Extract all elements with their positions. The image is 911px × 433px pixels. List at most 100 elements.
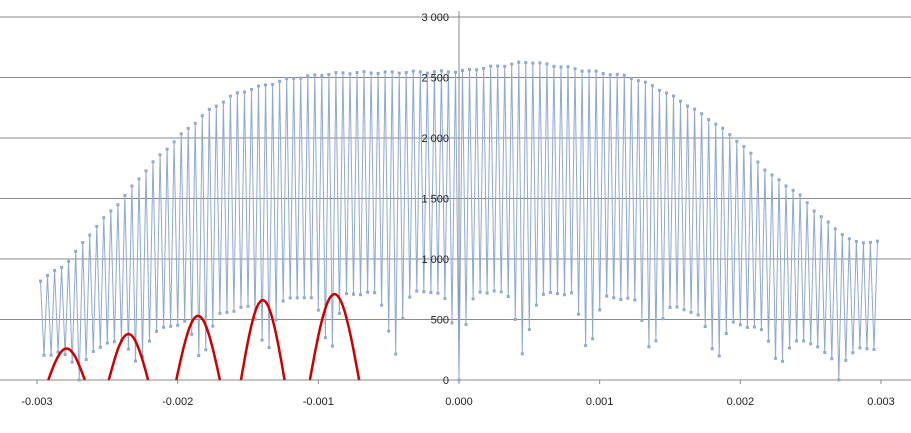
data-point	[714, 122, 718, 126]
y-tick-label: 0	[443, 375, 449, 387]
data-point	[478, 290, 482, 294]
x-tick-label: -0.002	[162, 396, 193, 408]
data-point	[559, 65, 563, 69]
data-point	[151, 160, 155, 164]
data-point	[541, 292, 545, 296]
data-point	[320, 74, 324, 78]
data-point	[436, 291, 440, 295]
data-point	[239, 305, 243, 309]
data-point	[408, 295, 412, 299]
data-point	[453, 70, 457, 74]
data-point	[81, 241, 85, 245]
data-point	[285, 77, 289, 81]
highlight-arc	[107, 332, 150, 381]
highlight-arc	[239, 298, 286, 381]
data-point	[116, 203, 120, 207]
data-point	[74, 249, 78, 253]
data-point	[313, 73, 317, 77]
data-point	[731, 320, 735, 324]
data-point	[594, 69, 598, 73]
data-point	[344, 292, 348, 296]
data-point	[225, 310, 229, 314]
data-point	[517, 60, 521, 64]
data-point	[506, 295, 510, 299]
data-point	[446, 70, 450, 74]
data-point	[791, 188, 795, 192]
data-point	[130, 184, 134, 188]
highlight-arc	[175, 314, 222, 381]
data-point	[183, 319, 187, 323]
data-point	[112, 340, 116, 344]
data-point	[664, 91, 668, 95]
data-point	[471, 297, 475, 301]
data-point	[369, 71, 373, 75]
data-point	[738, 323, 742, 327]
data-point	[788, 346, 792, 350]
data-point	[63, 352, 67, 356]
data-point	[67, 259, 71, 263]
data-point	[316, 308, 320, 312]
data-point	[672, 94, 676, 98]
data-point	[657, 88, 661, 92]
data-point	[520, 352, 524, 356]
data-point	[362, 70, 366, 74]
data-point	[327, 73, 331, 77]
data-point	[840, 233, 844, 237]
data-point	[545, 62, 549, 66]
data-point	[102, 216, 106, 220]
x-tick-labels: -0.003 -0.002 -0.001 0.000 0.001 0.002 0.003	[21, 396, 894, 408]
data-point	[830, 357, 834, 361]
data-point	[418, 70, 422, 74]
data-point	[253, 317, 257, 321]
x-tick-label: 0.002	[727, 396, 755, 408]
data-point	[577, 312, 581, 316]
data-point	[46, 274, 50, 278]
data-point	[563, 293, 566, 297]
x-tick-label: -0.001	[303, 396, 334, 408]
data-point	[359, 293, 363, 297]
data-point	[555, 292, 559, 296]
data-point	[126, 347, 130, 351]
data-point	[98, 345, 102, 349]
data-point	[95, 225, 99, 229]
data-point	[278, 79, 282, 83]
data-point	[742, 145, 746, 149]
data-point	[443, 297, 447, 301]
data-point	[148, 339, 152, 343]
data-point	[802, 339, 806, 343]
data-point	[383, 70, 387, 74]
data-point	[728, 133, 732, 137]
data-point	[573, 67, 577, 71]
data-point	[587, 69, 591, 73]
data-point	[53, 268, 57, 272]
data-point	[214, 104, 218, 108]
data-point	[404, 71, 408, 75]
data-point	[724, 331, 728, 335]
data-point	[534, 303, 538, 307]
data-point	[70, 360, 74, 364]
data-point	[809, 342, 813, 346]
y-tick-label: 3 000	[421, 12, 449, 24]
data-point	[527, 327, 531, 331]
data-point	[640, 318, 644, 322]
data-point	[137, 177, 141, 181]
data-point	[39, 279, 43, 283]
data-point	[689, 310, 693, 314]
axes	[0, 11, 911, 384]
data-point	[650, 84, 654, 88]
data-point	[84, 358, 88, 362]
data-point	[341, 71, 345, 75]
data-point	[622, 73, 626, 77]
data-point	[805, 201, 809, 205]
data-point	[292, 77, 296, 81]
data-point	[524, 61, 528, 65]
data-point	[123, 193, 127, 197]
data-point	[323, 336, 327, 340]
data-point	[299, 76, 303, 80]
data-point	[355, 71, 359, 75]
highlight-arc	[308, 292, 361, 381]
data-point	[513, 317, 517, 321]
data-point	[77, 378, 81, 382]
data-point	[710, 347, 714, 351]
